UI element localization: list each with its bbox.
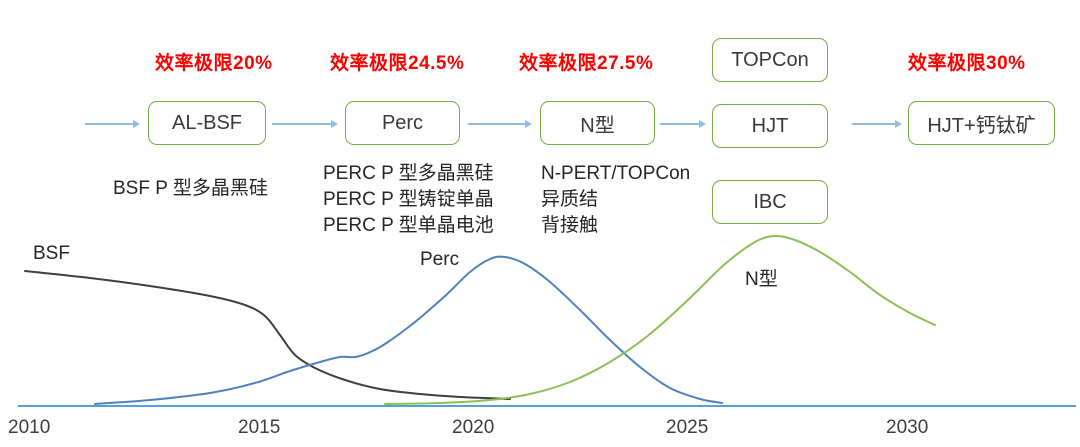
arrow-right-icon: [852, 119, 902, 129]
arrow-head: [699, 119, 706, 128]
axis-tick-2020: 2020: [452, 417, 495, 438]
tech-box-perc: Perc: [345, 101, 460, 145]
tech-box-ntype: N型: [540, 101, 655, 145]
tech-box-albsf: AL-BSF: [148, 101, 266, 145]
tech-box-ibc: IBC: [712, 180, 828, 224]
curve-BSF: [24, 270, 511, 400]
efficiency-limit-label-hjt-perovskite: 效率极限30%: [908, 53, 1026, 74]
arrow-shaft: [85, 123, 135, 125]
efficiency-limit-label-albsf: 效率极限20%: [155, 53, 273, 74]
axis-tick-2010: 2010: [8, 417, 51, 438]
desc-perc: PERC P 型多晶黑硅 PERC P 型铸锭单晶 PERC P 型单晶电池: [323, 161, 494, 239]
curve-Perc: [94, 255, 723, 405]
arrow-head: [525, 119, 532, 128]
axis-tick-2030: 2030: [886, 417, 929, 438]
arrow-head: [133, 119, 140, 128]
arrow-shaft: [852, 123, 897, 125]
desc-ntype: N-PERT/TOPCon 异质结 背接触: [541, 161, 690, 239]
axis-tick-2015: 2015: [238, 417, 281, 438]
tech-box-hjt: HJT: [712, 104, 828, 148]
desc-bsf: BSF P 型多晶黑硅: [113, 176, 268, 202]
tech-box-hjt-perovskite: HJT+钙钛矿: [908, 101, 1055, 145]
curve-N型: [384, 234, 936, 405]
desc-line: 异质结: [541, 189, 599, 210]
desc-line: BSF P 型多晶黑硅: [113, 178, 268, 199]
efficiency-limit-label-perc: 效率极限24.5%: [330, 53, 465, 74]
desc-line: N-PERT/TOPCon: [541, 163, 691, 184]
arrow-head: [895, 119, 902, 128]
tech-box-topcon: TOPCon: [712, 38, 828, 82]
arrow-right-icon: [85, 119, 140, 129]
arrow-right-icon: [660, 119, 706, 129]
curve-label-bsf: BSF: [33, 243, 70, 264]
axis-tick-2025: 2025: [666, 417, 709, 438]
efficiency-limit-label-ntype: 效率极限27.5%: [519, 53, 654, 74]
curve-label-ntype: N型: [745, 269, 778, 290]
arrow-shaft: [272, 123, 333, 125]
desc-line: PERC P 型铸锭单晶: [323, 189, 494, 210]
arrow-shaft: [468, 123, 527, 125]
curve-label-perc: Perc: [420, 249, 460, 270]
desc-line: 背接触: [541, 215, 599, 236]
arrow-shaft: [660, 123, 701, 125]
desc-line: PERC P 型多晶黑硅: [323, 163, 494, 184]
desc-line: PERC P 型单晶电池: [323, 215, 494, 236]
arrow-right-icon: [468, 119, 532, 129]
arrow-right-icon: [272, 119, 338, 129]
arrow-head: [331, 119, 338, 128]
